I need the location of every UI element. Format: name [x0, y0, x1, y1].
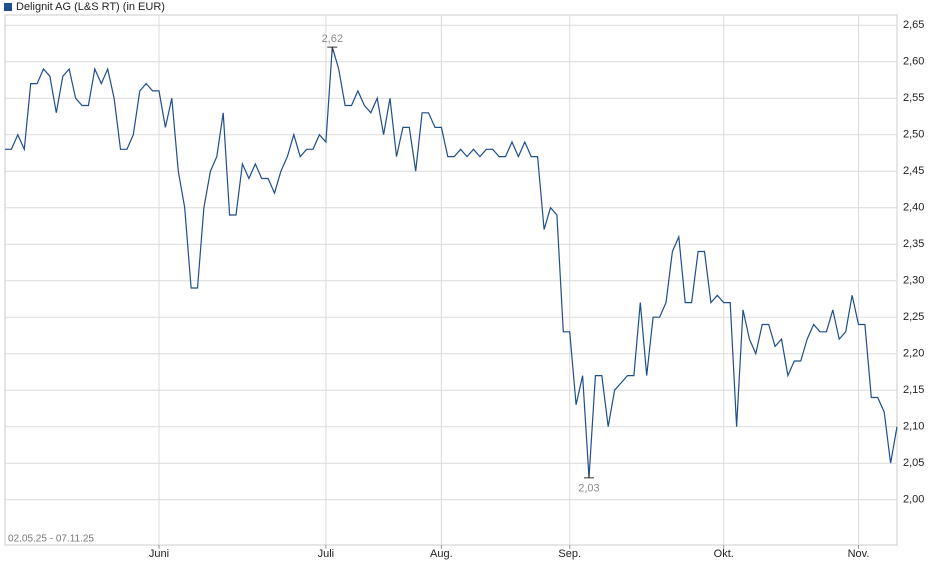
- x-tick-label: Okt.: [714, 548, 734, 560]
- y-tick-label: 2,40: [903, 202, 924, 214]
- x-tick-label: Juni: [149, 548, 169, 560]
- legend-label: Delignit AG (L&S RT) (in EUR): [16, 1, 165, 13]
- y-tick-label: 2,20: [903, 348, 924, 360]
- y-tick-label: 2,35: [903, 238, 924, 250]
- price-line: [5, 46, 898, 478]
- y-tick-label: 2,45: [903, 165, 924, 177]
- y-tick-label: 2,60: [903, 56, 924, 68]
- y-tick-label: 2,00: [903, 494, 924, 506]
- y-tick-label: 2,50: [903, 129, 924, 141]
- extreme-label: 2,03: [578, 483, 599, 495]
- period-label: 02.05.25 - 07.11.25: [8, 534, 94, 545]
- legend-swatch: [4, 3, 12, 11]
- x-tick-label: Juli: [318, 548, 335, 560]
- x-tick-label: Nov.: [848, 548, 870, 560]
- y-tick-label: 2,30: [903, 275, 924, 287]
- y-tick-label: 2,05: [903, 457, 924, 469]
- y-tick-label: 2,15: [903, 384, 924, 396]
- extreme-label: 2,62: [322, 33, 343, 45]
- plot-frame: [4, 14, 898, 546]
- x-tick-label: Aug.: [430, 548, 453, 560]
- y-tick-label: 2,10: [903, 421, 924, 433]
- y-tick-label: 2,25: [903, 311, 924, 323]
- x-tick-label: Sep.: [558, 548, 581, 560]
- y-tick-label: 2,65: [903, 19, 924, 31]
- y-tick-label: 2,55: [903, 92, 924, 104]
